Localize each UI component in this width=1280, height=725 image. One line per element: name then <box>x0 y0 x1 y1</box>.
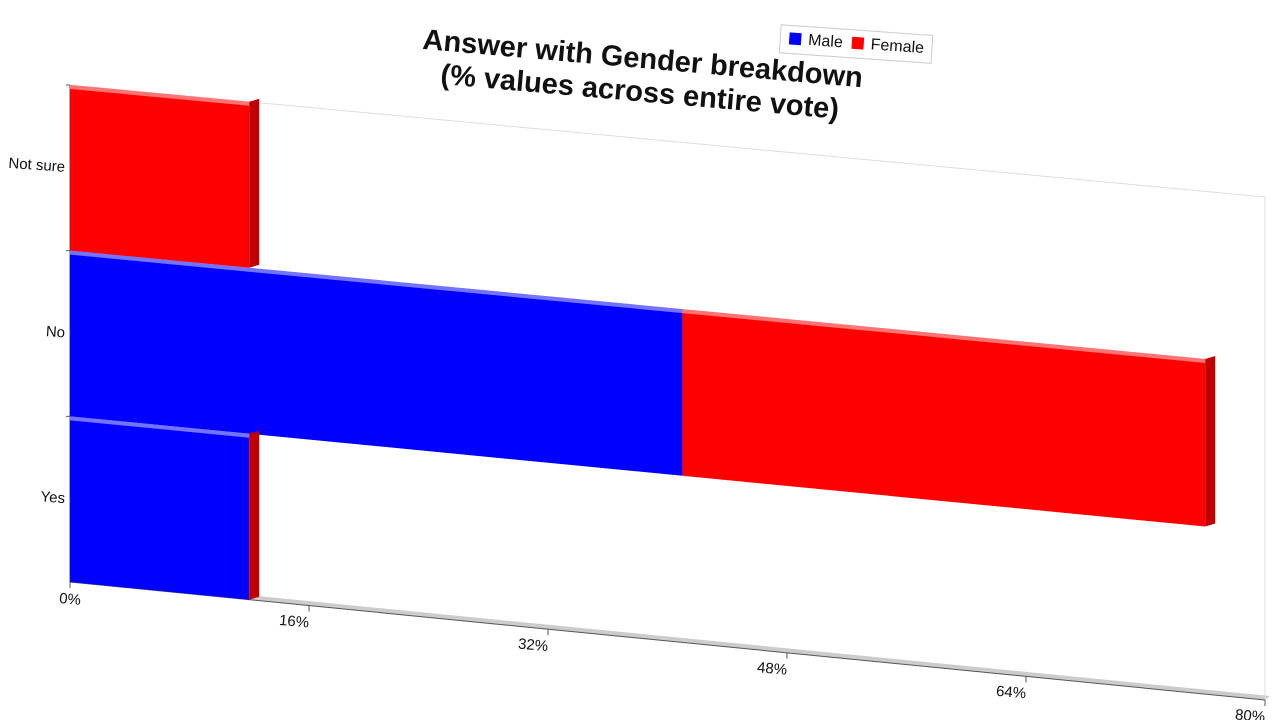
y-tick-label: Not sure <box>8 155 66 176</box>
bar-end <box>1205 355 1216 527</box>
y-tick-label: No <box>45 323 65 341</box>
bar-segment <box>70 85 250 268</box>
y-tick-label: Yes <box>40 488 66 507</box>
x-tick-label: 0% <box>59 590 82 609</box>
bar-top <box>70 250 683 314</box>
x-tick-label: 80% <box>1234 706 1265 720</box>
bar-top <box>70 85 250 106</box>
bar-end <box>249 430 260 600</box>
legend-swatch <box>851 36 865 50</box>
legend-swatch <box>788 32 802 46</box>
x-tick-label: 48% <box>756 659 787 679</box>
back-edge <box>69 84 1266 198</box>
bar-segment <box>70 416 250 600</box>
x-tick-label: 64% <box>995 683 1026 703</box>
x-tick-label: 32% <box>517 636 548 656</box>
bar-top <box>682 309 1206 363</box>
bar-segment <box>70 250 683 476</box>
legend-label: Male <box>808 32 844 51</box>
legend-label: Female <box>870 36 925 57</box>
x-tick-label: 16% <box>278 612 309 632</box>
bar-end <box>249 98 260 268</box>
x-axis <box>69 581 1266 701</box>
floor <box>70 578 1270 700</box>
bar-segment <box>682 309 1206 527</box>
legend: Male Female <box>778 24 934 64</box>
bar-top <box>70 416 250 438</box>
